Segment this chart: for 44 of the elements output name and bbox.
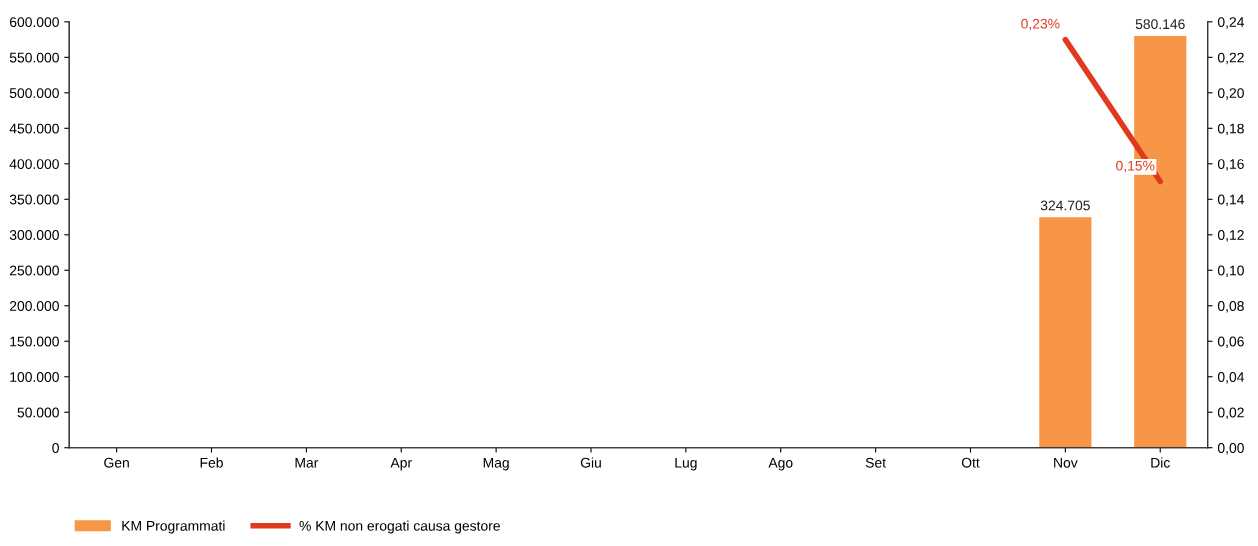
y2-tick-label: 0,24	[1217, 17, 1245, 29]
x-tick-label: Dic	[1151, 457, 1170, 468]
x-tick-label: Ago	[768, 457, 793, 471]
y2-tick-label: 0,04	[1217, 372, 1245, 384]
y2-tick-label: 0,10	[1217, 265, 1244, 278]
y2-tick-label: 0,18	[1217, 123, 1244, 136]
y2-tick-label: 0,16	[1217, 159, 1244, 171]
y-tick-label: 0	[52, 443, 59, 453]
x-tick-label: Apr	[390, 457, 412, 471]
y2-tick-label: 0,02	[1217, 407, 1244, 420]
y2-tick-label: 0,14	[1217, 194, 1245, 207]
x-tick-label: Lug	[675, 457, 697, 471]
data-label: 0,15%	[1116, 160, 1155, 173]
x-tick-label: Feb	[200, 457, 223, 468]
y2-tick-label: 0,22	[1217, 52, 1244, 65]
y2-tick-label: 0,12	[1217, 230, 1244, 242]
data-label: 0,23%	[1021, 18, 1060, 31]
y-tick-label: 600.000	[9, 17, 59, 28]
y2-tick-label: 0,20	[1217, 88, 1244, 100]
y-tick-label: 150.000	[10, 336, 59, 347]
data-label: 580.146	[1135, 19, 1185, 30]
y-tick-label: 350.000	[9, 194, 59, 205]
y-tick-label: 300.000	[9, 230, 59, 240]
legend-label: % KM non erogati causa gestore	[299, 520, 500, 534]
y-tick-label: 50.000	[17, 407, 59, 418]
x-tick-label: Gen	[104, 457, 129, 468]
x-tick-label: Ott	[961, 457, 980, 468]
legend-label: KM Programmati	[122, 520, 225, 534]
y-tick-label: 200.000	[9, 301, 59, 311]
x-tick-label: Mar	[295, 457, 319, 468]
y2-tick-label: 0,06	[1217, 336, 1244, 349]
x-tick-label: Giu	[580, 457, 601, 468]
y2-tick-label: 0,00	[1217, 443, 1244, 455]
data-label: 324.705	[1040, 200, 1090, 211]
y2-tick-label: 0,08	[1217, 301, 1244, 313]
y-tick-label: 450.000	[9, 123, 59, 134]
y-tick-label: 550.000	[9, 52, 59, 63]
y-tick-label: 400.000	[9, 159, 59, 169]
x-tick-label: Nov	[1054, 457, 1078, 468]
x-tick-label: Mag	[483, 457, 509, 471]
y-tick-label: 500.000	[9, 88, 59, 98]
x-tick-label: Set	[865, 457, 886, 468]
y-tick-label: 250.000	[9, 265, 59, 276]
y-tick-label: 100.000	[10, 372, 59, 382]
